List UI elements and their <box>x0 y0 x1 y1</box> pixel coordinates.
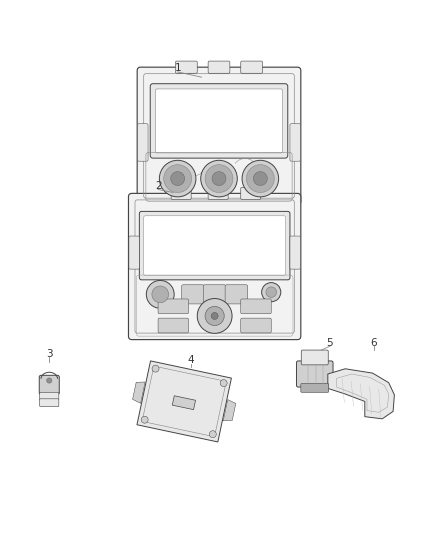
FancyBboxPatch shape <box>301 350 328 365</box>
Circle shape <box>253 172 267 185</box>
FancyBboxPatch shape <box>208 61 230 73</box>
Circle shape <box>201 160 237 197</box>
Circle shape <box>247 165 274 192</box>
FancyBboxPatch shape <box>225 285 248 304</box>
Circle shape <box>152 365 159 372</box>
FancyBboxPatch shape <box>138 124 148 161</box>
Text: 6: 6 <box>370 338 377 348</box>
FancyBboxPatch shape <box>137 67 301 205</box>
Text: 1: 1 <box>174 63 181 74</box>
FancyBboxPatch shape <box>158 318 188 333</box>
Polygon shape <box>172 395 195 410</box>
Circle shape <box>205 306 224 326</box>
FancyBboxPatch shape <box>158 299 188 314</box>
Circle shape <box>220 379 227 386</box>
Text: 3: 3 <box>46 349 53 359</box>
FancyBboxPatch shape <box>171 187 191 199</box>
FancyBboxPatch shape <box>129 236 139 269</box>
FancyBboxPatch shape <box>39 375 59 394</box>
FancyBboxPatch shape <box>297 361 333 387</box>
Circle shape <box>171 172 185 185</box>
Circle shape <box>47 378 52 383</box>
Polygon shape <box>328 369 394 419</box>
FancyBboxPatch shape <box>241 61 262 73</box>
FancyBboxPatch shape <box>208 187 228 199</box>
FancyBboxPatch shape <box>182 285 204 304</box>
FancyBboxPatch shape <box>144 216 286 276</box>
FancyBboxPatch shape <box>40 392 59 400</box>
Polygon shape <box>133 382 145 403</box>
FancyBboxPatch shape <box>155 89 283 153</box>
Circle shape <box>261 282 281 302</box>
FancyBboxPatch shape <box>40 399 59 407</box>
Circle shape <box>146 280 174 308</box>
Circle shape <box>212 172 226 185</box>
Circle shape <box>152 286 169 303</box>
FancyBboxPatch shape <box>241 318 271 333</box>
Text: 2: 2 <box>155 181 161 191</box>
FancyBboxPatch shape <box>176 61 197 73</box>
Circle shape <box>211 312 218 319</box>
Circle shape <box>242 160 279 197</box>
Polygon shape <box>223 400 236 421</box>
Text: 5: 5 <box>327 338 333 348</box>
FancyBboxPatch shape <box>241 187 261 199</box>
Polygon shape <box>211 161 227 171</box>
Text: 4: 4 <box>187 355 194 365</box>
FancyBboxPatch shape <box>290 236 300 269</box>
Circle shape <box>209 431 216 438</box>
Circle shape <box>197 298 232 333</box>
Circle shape <box>266 287 276 297</box>
Circle shape <box>205 165 233 192</box>
FancyBboxPatch shape <box>139 212 290 280</box>
Circle shape <box>141 416 148 423</box>
Polygon shape <box>137 361 231 442</box>
FancyBboxPatch shape <box>150 84 288 158</box>
FancyBboxPatch shape <box>301 384 328 392</box>
Circle shape <box>159 160 196 197</box>
FancyBboxPatch shape <box>290 124 300 161</box>
Circle shape <box>164 165 191 192</box>
FancyBboxPatch shape <box>241 299 271 314</box>
FancyBboxPatch shape <box>203 285 226 304</box>
FancyBboxPatch shape <box>128 193 301 340</box>
